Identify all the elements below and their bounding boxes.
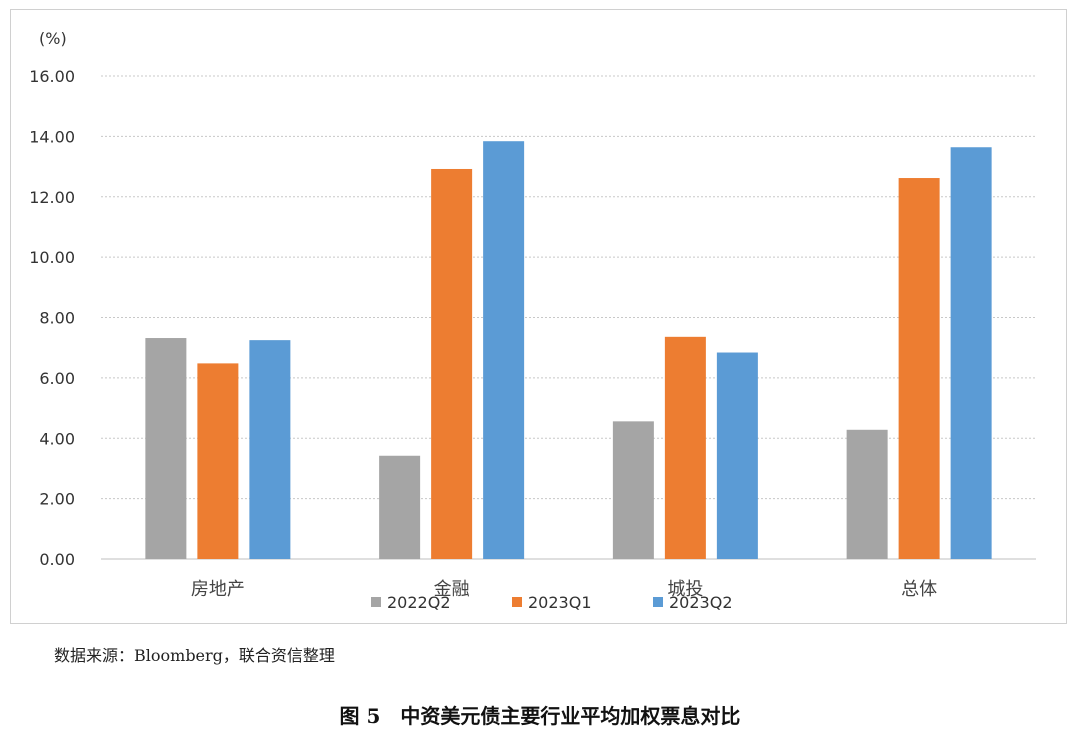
y-tick-label: 4.00: [39, 429, 75, 448]
legend-label: 2022Q2: [387, 593, 451, 612]
legend-label: 2023Q1: [528, 593, 592, 612]
y-tick-label: 2.00: [39, 490, 75, 509]
y-tick-label: 8.00: [39, 309, 75, 328]
bar-2023Q1-1: [431, 168, 473, 560]
y-tick-label: 6.00: [39, 369, 75, 388]
x-tick-label: 金融: [434, 579, 470, 600]
bar-2022Q2-1: [379, 455, 421, 559]
bar-2023Q2-1: [483, 141, 525, 559]
legend-swatch: [653, 597, 663, 607]
figure-caption: 图 5 中资美元债主要行业平均加权票息对比: [339, 704, 741, 728]
y-tick-label: 12.00: [29, 188, 75, 207]
bar-2023Q2-0: [249, 340, 291, 559]
source-note: 数据来源：Bloomberg，联合资信整理: [54, 646, 335, 665]
y-axis-unit-label: (%): [39, 29, 67, 48]
bar-2022Q2-3: [846, 429, 888, 559]
y-tick-label: 14.00: [29, 127, 75, 146]
x-tick-label: 总体: [901, 579, 937, 600]
bar-2023Q1-2: [664, 336, 706, 559]
bar-2022Q2-2: [612, 421, 654, 559]
y-tick-label: 10.00: [29, 248, 75, 267]
bar-chart: (%) 0.00 2.00 4.00 6.00 8.00 10.00 12.00 14.00 16…: [29, 29, 1036, 612]
x-tick-label: 城投: [667, 579, 703, 600]
x-tick-label: 房地产: [191, 579, 245, 600]
bar-2022Q2-0: [145, 338, 187, 559]
legend-label: 2023Q2: [669, 593, 733, 612]
bar-2023Q2-2: [716, 352, 758, 559]
bar-2023Q2-3: [950, 147, 992, 559]
bar-2023Q1-0: [197, 363, 239, 559]
chart-frame: (%) 0.00 2.00 4.00 6.00 8.00 10.00 12.00 14.00 16…: [10, 9, 1067, 624]
y-tick-label: 16.00: [29, 67, 75, 86]
legend-swatch: [371, 597, 381, 607]
bar-2023Q1-3: [898, 178, 940, 559]
legend-swatch: [512, 597, 522, 607]
y-tick-label: 0.00: [39, 550, 75, 569]
